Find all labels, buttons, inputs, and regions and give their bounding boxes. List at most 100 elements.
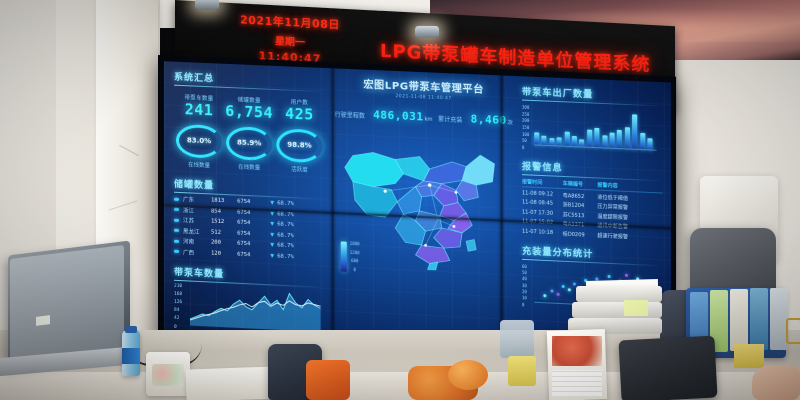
scatter-point[interactable]	[624, 273, 628, 277]
cell-time: 11-07 17:30	[521, 208, 554, 217]
bullet-icon	[174, 207, 180, 211]
laptop-sticker	[36, 315, 50, 326]
orange-fruit	[448, 360, 488, 390]
donut-label: 活跃度	[291, 166, 308, 174]
folder	[730, 289, 748, 351]
tank-pct: 68.7%	[277, 221, 294, 229]
donut-label: 在线数量	[238, 164, 261, 172]
province-xinjiang	[345, 151, 404, 188]
line-chart-svg	[174, 283, 325, 332]
bar[interactable]	[564, 131, 570, 147]
axis-tick-label: 50	[521, 269, 527, 276]
province-taiwan	[466, 239, 476, 252]
tank-total: 6754	[237, 230, 251, 237]
tank-count: 854	[211, 207, 222, 215]
axis-tick-label: 0	[521, 144, 525, 151]
bar[interactable]	[617, 129, 623, 150]
map-node	[383, 189, 387, 193]
scatter-point[interactable]	[543, 293, 547, 297]
bar[interactable]	[609, 132, 615, 149]
province-hainan	[428, 262, 438, 271]
alarm-table-body: 11-08 09:12 粤A8652 液位低于阈值 11-08 08:45 浙B1204…	[522, 190, 663, 242]
ceiling-spotlight-icon	[415, 26, 439, 38]
metric-label: 行驶里程数	[334, 111, 365, 120]
kpi-value: 425	[285, 104, 314, 124]
province-name: 浙江	[183, 207, 195, 215]
tank-pct: 68.7%	[277, 231, 294, 239]
province-jilin-liaoning	[456, 180, 478, 201]
scatter-point[interactable]	[556, 292, 560, 296]
vehicle-line-chart-section: 带泵车数量 2101681268442001/0504/0909/2112/05…	[174, 264, 330, 345]
cell-vehicle: 粤A8652	[562, 192, 585, 200]
tank-total: 6754	[237, 219, 251, 227]
metric-unit: 次	[507, 120, 513, 127]
bar[interactable]	[624, 126, 630, 150]
bar[interactable]	[632, 114, 638, 150]
legend-label: 0	[353, 267, 356, 273]
bullet-icon	[174, 249, 180, 253]
kpi-value: 6,754	[225, 101, 274, 122]
tank-quantity-section: 储罐数量 广东 1813 6754 ▼ 68.7% 浙江 854 6754 ▼ 68.7% 江苏 15…	[174, 176, 325, 262]
axis-tick-label: 150	[521, 124, 530, 131]
tank-total: 6754	[237, 251, 251, 258]
bar[interactable]	[639, 132, 645, 151]
donut-value: 83.0%	[186, 136, 212, 146]
legend-gradient-bar	[340, 241, 347, 272]
scatter-point[interactable]	[550, 288, 554, 293]
bottle-label	[122, 348, 140, 364]
province-heilongjiang	[462, 154, 494, 186]
bar[interactable]	[594, 127, 600, 149]
metric-fillings: 累计充装 8,460次	[438, 106, 513, 128]
trend-down-icon: ▼	[270, 242, 275, 249]
donut-ring-icon: 85.9%	[226, 125, 273, 161]
china-map[interactable]: 1800 1200 600 0	[333, 123, 515, 282]
cell-content: 液位低于阈值	[597, 194, 628, 202]
tank-pct: 68.7%	[277, 253, 294, 260]
province-guangdong-guangxi	[415, 245, 449, 265]
folder	[770, 288, 788, 350]
province-gansu-qinghai	[397, 186, 421, 215]
cell-content: 温度超限报警	[597, 213, 628, 221]
china-map-svg	[333, 123, 515, 282]
kpi-row: 带泵车数量 241 储罐数量 6,754 用户数 425	[174, 93, 325, 124]
laptop-screen-panel	[10, 245, 124, 363]
province-name: 广西	[183, 249, 195, 257]
province-shanxi-shaanxi	[415, 180, 441, 197]
bullet-icon	[174, 239, 180, 243]
tank-count: 200	[211, 239, 222, 246]
axis-tick-label: 40	[521, 276, 527, 282]
bar[interactable]	[586, 129, 593, 148]
scatter-point[interactable]	[562, 284, 566, 288]
sticky-note	[624, 300, 648, 316]
kpi-tanks: 储罐数量 6,754	[224, 95, 274, 122]
scatter-point[interactable]	[567, 288, 571, 292]
scatter-point[interactable]	[572, 282, 576, 286]
donut-value: 98.8%	[287, 140, 312, 150]
cell-time: 11-07 10:18	[521, 228, 554, 236]
bottle-cap	[125, 326, 137, 333]
bullet-icon	[174, 218, 180, 222]
calendar-artwork	[552, 336, 602, 366]
cell-content: 通讯中断告警	[597, 222, 628, 231]
legend-label: 1200	[349, 249, 360, 255]
cell-content: 压力异常报警	[597, 203, 628, 212]
metric-value: 486,031	[373, 108, 424, 124]
scatter-point[interactable]	[607, 275, 611, 279]
axis-tick-label: 200	[521, 117, 530, 124]
tank-total: 6754	[237, 198, 251, 206]
tablet-device	[618, 335, 718, 400]
factory-output-bar-chart: 300 250 200 150 100 50 0	[522, 105, 657, 157]
ceiling-spotlight-icon	[195, 0, 219, 10]
province-inner-mongolia-w	[395, 155, 429, 181]
metric-unit: km	[424, 116, 433, 123]
glass-jar	[500, 320, 534, 358]
tank-pct: 68.7%	[277, 200, 294, 208]
kpi-value: 241	[184, 100, 214, 120]
donut-value: 85.9%	[236, 138, 262, 148]
cell-content: 超速行驶报警	[597, 232, 628, 240]
donut-gauge-row: 83.0% 在线数量 85.9% 在线数量 98.8%	[174, 123, 325, 174]
file-tray	[572, 302, 662, 318]
axis-tick-label: 30	[521, 282, 527, 288]
axis-tick-label: 0	[521, 301, 525, 307]
